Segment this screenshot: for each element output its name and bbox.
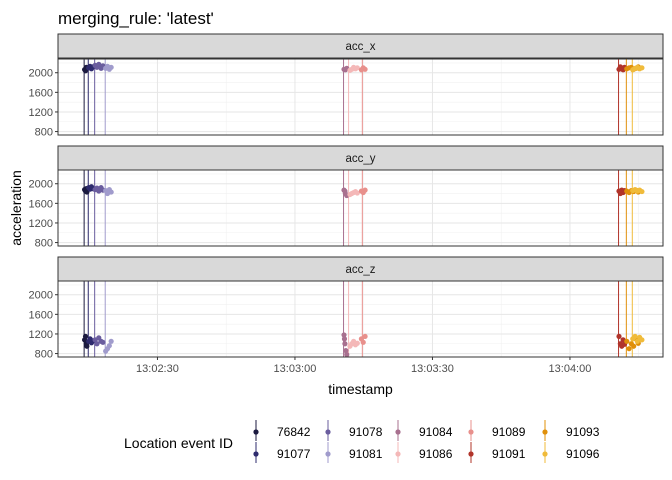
x-tick-label: 13:04:00	[549, 363, 592, 375]
legend-key-point	[253, 429, 259, 435]
x-tick-label: 13:03:00	[274, 363, 317, 375]
data-point-91081	[108, 64, 114, 70]
data-point-91078	[96, 61, 102, 67]
data-point-91091	[616, 333, 622, 340]
data-point-76842	[84, 343, 90, 349]
data-point-91081	[108, 338, 114, 344]
panel-background	[58, 170, 663, 246]
data-point-91089	[360, 339, 366, 345]
data-point-91086	[354, 340, 360, 346]
legend-key-point	[395, 451, 401, 457]
legend-key-point	[542, 451, 548, 457]
y-tick-label: 2000	[29, 179, 53, 191]
facet-label: acc_z	[345, 264, 375, 276]
data-point-91084	[342, 188, 348, 194]
data-point-91084	[342, 341, 348, 347]
legend-label: 91081	[349, 447, 383, 461]
legend-item-91096: 91096	[542, 442, 600, 463]
facet-panels: acc_x 800 1200 1600 2000 acc_y 800 1200 1600 2000…	[29, 33, 664, 361]
legend-item-91077: 91077	[253, 442, 311, 463]
legend-item-76842: 76842	[253, 420, 311, 441]
data-point-91086	[354, 190, 360, 196]
y-tick-label: 1200	[29, 329, 53, 341]
y-tick-label: 1600	[29, 87, 53, 99]
facet-strip	[57, 256, 664, 282]
data-point-91089	[362, 333, 368, 340]
data-point-91086	[354, 65, 360, 71]
panel-border	[57, 169, 664, 247]
panel-border	[57, 280, 664, 358]
panel-border	[57, 58, 664, 136]
data-point-91084	[344, 351, 350, 358]
facet-strip	[57, 145, 664, 171]
legend-key-point	[395, 429, 401, 435]
facet-label: acc_y	[345, 153, 375, 165]
y-tick-label: 800	[35, 349, 53, 361]
data-point-91093	[626, 346, 632, 352]
facet-panel-acc_y: acc_y 800 1200 1600 2000	[29, 145, 664, 250]
x-axis-title: timestamp	[328, 381, 393, 397]
y-tick-label: 800	[35, 238, 53, 250]
x-axis: 13:02:30 13:03:00 13:03:30 13:04:00	[136, 357, 591, 375]
facet-strip	[57, 33, 664, 59]
legend-key-point	[325, 451, 331, 457]
data-point-91096	[639, 65, 645, 71]
legend-item-91081: 91081	[325, 442, 383, 463]
y-tick-label: 800	[35, 127, 53, 139]
legend-item-91093: 91093	[542, 420, 600, 441]
y-tick-label: 1200	[29, 107, 53, 119]
x-tick-label: 13:03:30	[411, 363, 454, 375]
legend: Location event ID 76842 91077 91078 91081 910…	[124, 420, 600, 463]
y-tick-label: 2000	[29, 68, 53, 80]
data-point-91084	[341, 336, 348, 342]
legend-key-point	[468, 451, 474, 457]
data-point-91081	[106, 343, 112, 349]
legend-key-point	[253, 451, 259, 457]
legend-label: 91077	[277, 447, 311, 461]
data-point-91096	[639, 337, 645, 343]
y-axis-title: acceleration	[8, 170, 24, 246]
data-point-91084	[341, 332, 347, 338]
y-tick-label: 1600	[29, 198, 53, 210]
legend-label: 76842	[277, 425, 311, 439]
data-point-91084	[343, 348, 349, 354]
facet-panel-acc_x: acc_x 800 1200 1600 2000	[29, 33, 664, 139]
legend-key-point	[468, 429, 474, 435]
y-tick-label: 2000	[29, 290, 53, 302]
legend-item-91084: 91084	[395, 420, 453, 441]
data-point-91089	[362, 66, 368, 72]
legend-label: 91078	[349, 425, 383, 439]
legend-item-91078: 91078	[325, 420, 383, 441]
data-point-91093	[624, 338, 630, 344]
facet-panel-acc_z: acc_z 800 1200 1600 2000	[29, 256, 664, 361]
data-point-91096	[632, 333, 638, 340]
legend-key-point	[542, 429, 548, 435]
data-point-91078	[100, 339, 106, 345]
data-point-91096	[639, 188, 645, 195]
y-tick-label: 1200	[29, 218, 53, 230]
data-point-76842	[82, 333, 89, 340]
legend-label: 91093	[566, 425, 600, 439]
facet-label: acc_x	[345, 41, 375, 53]
y-tick-label: 1600	[29, 309, 53, 321]
legend-item-91089: 91089	[468, 420, 526, 441]
data-point-91093	[631, 343, 637, 349]
legend-item-91091: 91091	[468, 442, 526, 463]
legend-item-91086: 91086	[395, 442, 453, 463]
legend-label: 91091	[492, 447, 526, 461]
legend-title: Location event ID	[124, 435, 233, 451]
data-point-91081	[108, 189, 114, 195]
legend-label: 91086	[419, 447, 453, 461]
x-tick-label: 13:02:30	[136, 363, 179, 375]
data-point-91078	[94, 341, 100, 347]
data-point-91096	[634, 338, 640, 344]
legend-label: 91096	[566, 447, 600, 461]
legend-key-point	[325, 429, 331, 435]
chart-title: merging_rule: 'latest'	[58, 9, 214, 28]
legend-label: 91089	[492, 425, 526, 439]
data-point-91089	[362, 187, 368, 193]
panel-background	[58, 281, 663, 357]
legend-label: 91084	[419, 425, 453, 439]
